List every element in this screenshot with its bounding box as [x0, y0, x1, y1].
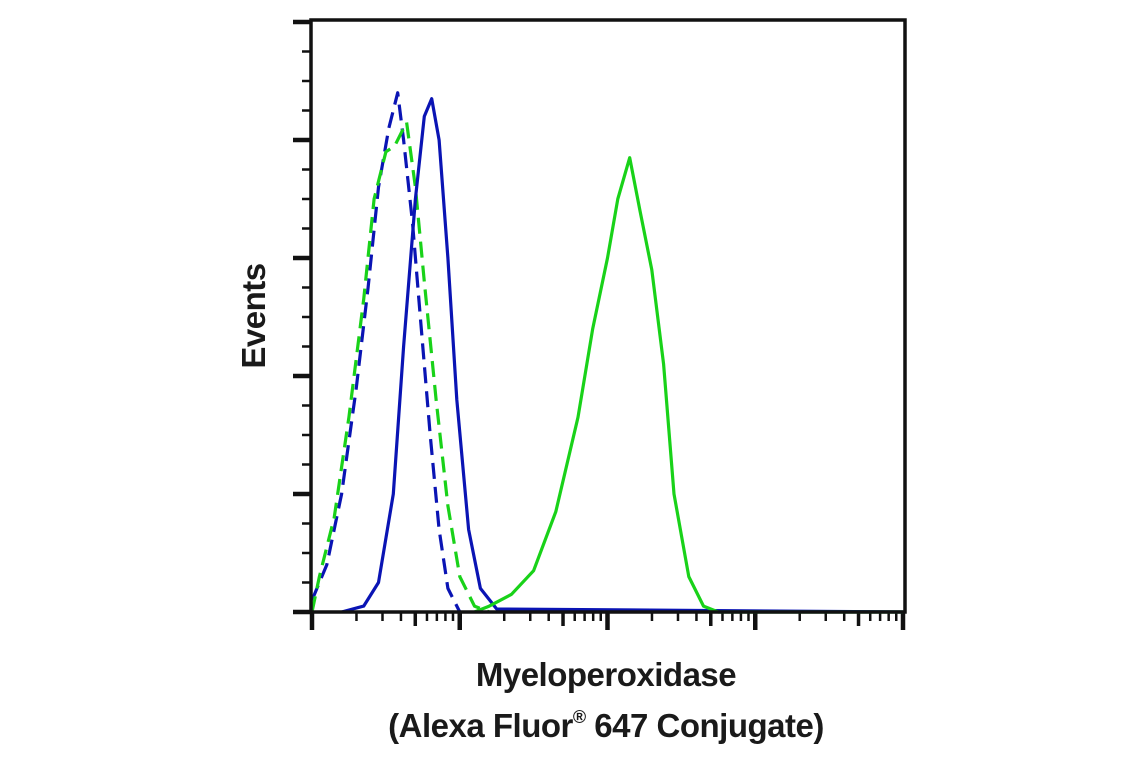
series-cell-line-2-isotype — [310, 120, 490, 614]
series-cell-line-1-MPO — [341, 97, 904, 614]
x-axis-label-line2: (Alexa Fluor® 647 Conjugate) — [388, 707, 824, 744]
x-axis-label: Myeloperoxidase (Alexa Fluor® 647 Conjug… — [388, 654, 824, 747]
x-axis-label-line1: Myeloperoxidase — [475, 656, 737, 693]
y-axis-label: Events — [235, 263, 272, 369]
series-cell-line-2-MPO — [473, 156, 903, 614]
plot-frame — [309, 18, 907, 614]
histogram-curves — [310, 91, 904, 614]
series-cell-line-1-isotype — [310, 91, 462, 613]
